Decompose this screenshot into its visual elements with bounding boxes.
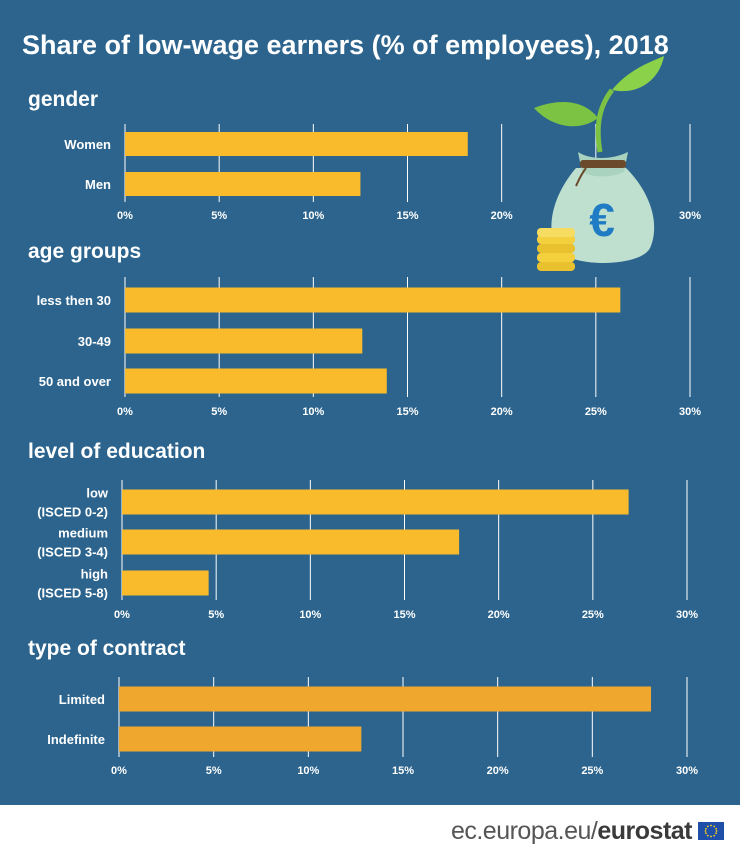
tick-label: 25% — [581, 765, 603, 777]
tick-label: 15% — [393, 609, 415, 621]
category-label: (ISCED 3-4) — [37, 545, 108, 560]
category-label: 30-49 — [78, 334, 111, 349]
tick-label: 15% — [396, 210, 418, 222]
tick-label: 10% — [297, 765, 319, 777]
category-label: 50 and over — [39, 374, 111, 389]
category-label: low — [86, 486, 109, 501]
tick-label: 20% — [488, 609, 510, 621]
chart-section-1: age groups less then 30 30-49 50 and over 0%… — [28, 240, 701, 418]
footer: ec.europa.eu/eurostat — [0, 805, 740, 855]
tick-label: 0% — [117, 210, 133, 222]
bar — [122, 489, 629, 515]
coin-stack-icon — [537, 228, 575, 271]
source-credit: ec.europa.eu/eurostat — [450, 817, 693, 846]
bar — [125, 132, 468, 156]
section-title: gender — [28, 88, 98, 111]
tick-label: 15% — [396, 406, 418, 418]
category-label: Men — [85, 177, 111, 192]
tick-label: 20% — [491, 406, 513, 418]
category-label: Indefinite — [47, 732, 105, 747]
tick-label: 30% — [676, 609, 698, 621]
bar — [122, 570, 209, 596]
source-brand: eurostat — [597, 817, 692, 845]
section-title: type of contract — [28, 637, 186, 660]
tick-label: 5% — [211, 406, 227, 418]
tick-label: 0% — [117, 406, 133, 418]
source-site: ec.europa.eu/ — [450, 817, 598, 845]
tick-label: 5% — [206, 765, 222, 777]
tick-label: 10% — [302, 406, 324, 418]
tick-label: 5% — [211, 210, 227, 222]
tick-label: 10% — [302, 210, 324, 222]
tick-label: 20% — [487, 765, 509, 777]
category-label: medium — [58, 526, 108, 541]
bar — [125, 368, 387, 394]
tick-label: 30% — [679, 210, 701, 222]
category-label: (ISCED 0-2) — [37, 505, 108, 520]
section-title: age groups — [28, 240, 141, 263]
category-label: (ISCED 5-8) — [37, 586, 108, 601]
bar — [125, 328, 363, 354]
tick-label: 5% — [208, 609, 224, 621]
chart-canvas: Share of low-wage earners (% of employee… — [22, 30, 701, 777]
category-label: high — [81, 567, 108, 582]
eu-flag-icon — [698, 822, 724, 840]
bar — [119, 686, 652, 712]
plant-sprout-icon — [534, 56, 664, 153]
tick-label: 0% — [114, 609, 130, 621]
bar — [125, 287, 621, 313]
category-label: less then 30 — [37, 293, 111, 308]
category-label: Limited — [59, 692, 105, 707]
tick-label: 0% — [111, 765, 127, 777]
tick-label: 25% — [585, 406, 607, 418]
tick-label: 30% — [679, 406, 701, 418]
euro-icon: € — [589, 194, 615, 246]
tick-label: 15% — [392, 765, 414, 777]
tick-label: 25% — [582, 609, 604, 621]
bar — [125, 172, 361, 196]
money-bag-illustration: € — [534, 56, 664, 271]
tick-label: 20% — [491, 210, 513, 222]
tick-label: 30% — [676, 765, 698, 777]
chart-title: Share of low-wage earners (% of employee… — [22, 30, 669, 60]
bar — [119, 726, 362, 752]
chart-section-2: level of education low (ISCED 0-2) medium (I… — [28, 440, 698, 621]
section-title: level of education — [28, 440, 205, 463]
category-label: Women — [64, 137, 111, 152]
tick-label: 10% — [299, 609, 321, 621]
chart-section-3: type of contract Limited Indefinite 0% 5% 10%… — [28, 637, 698, 777]
bar — [122, 529, 460, 555]
money-bag-icon — [551, 152, 655, 263]
infographic-panel: Share of low-wage earners (% of employee… — [0, 0, 740, 805]
